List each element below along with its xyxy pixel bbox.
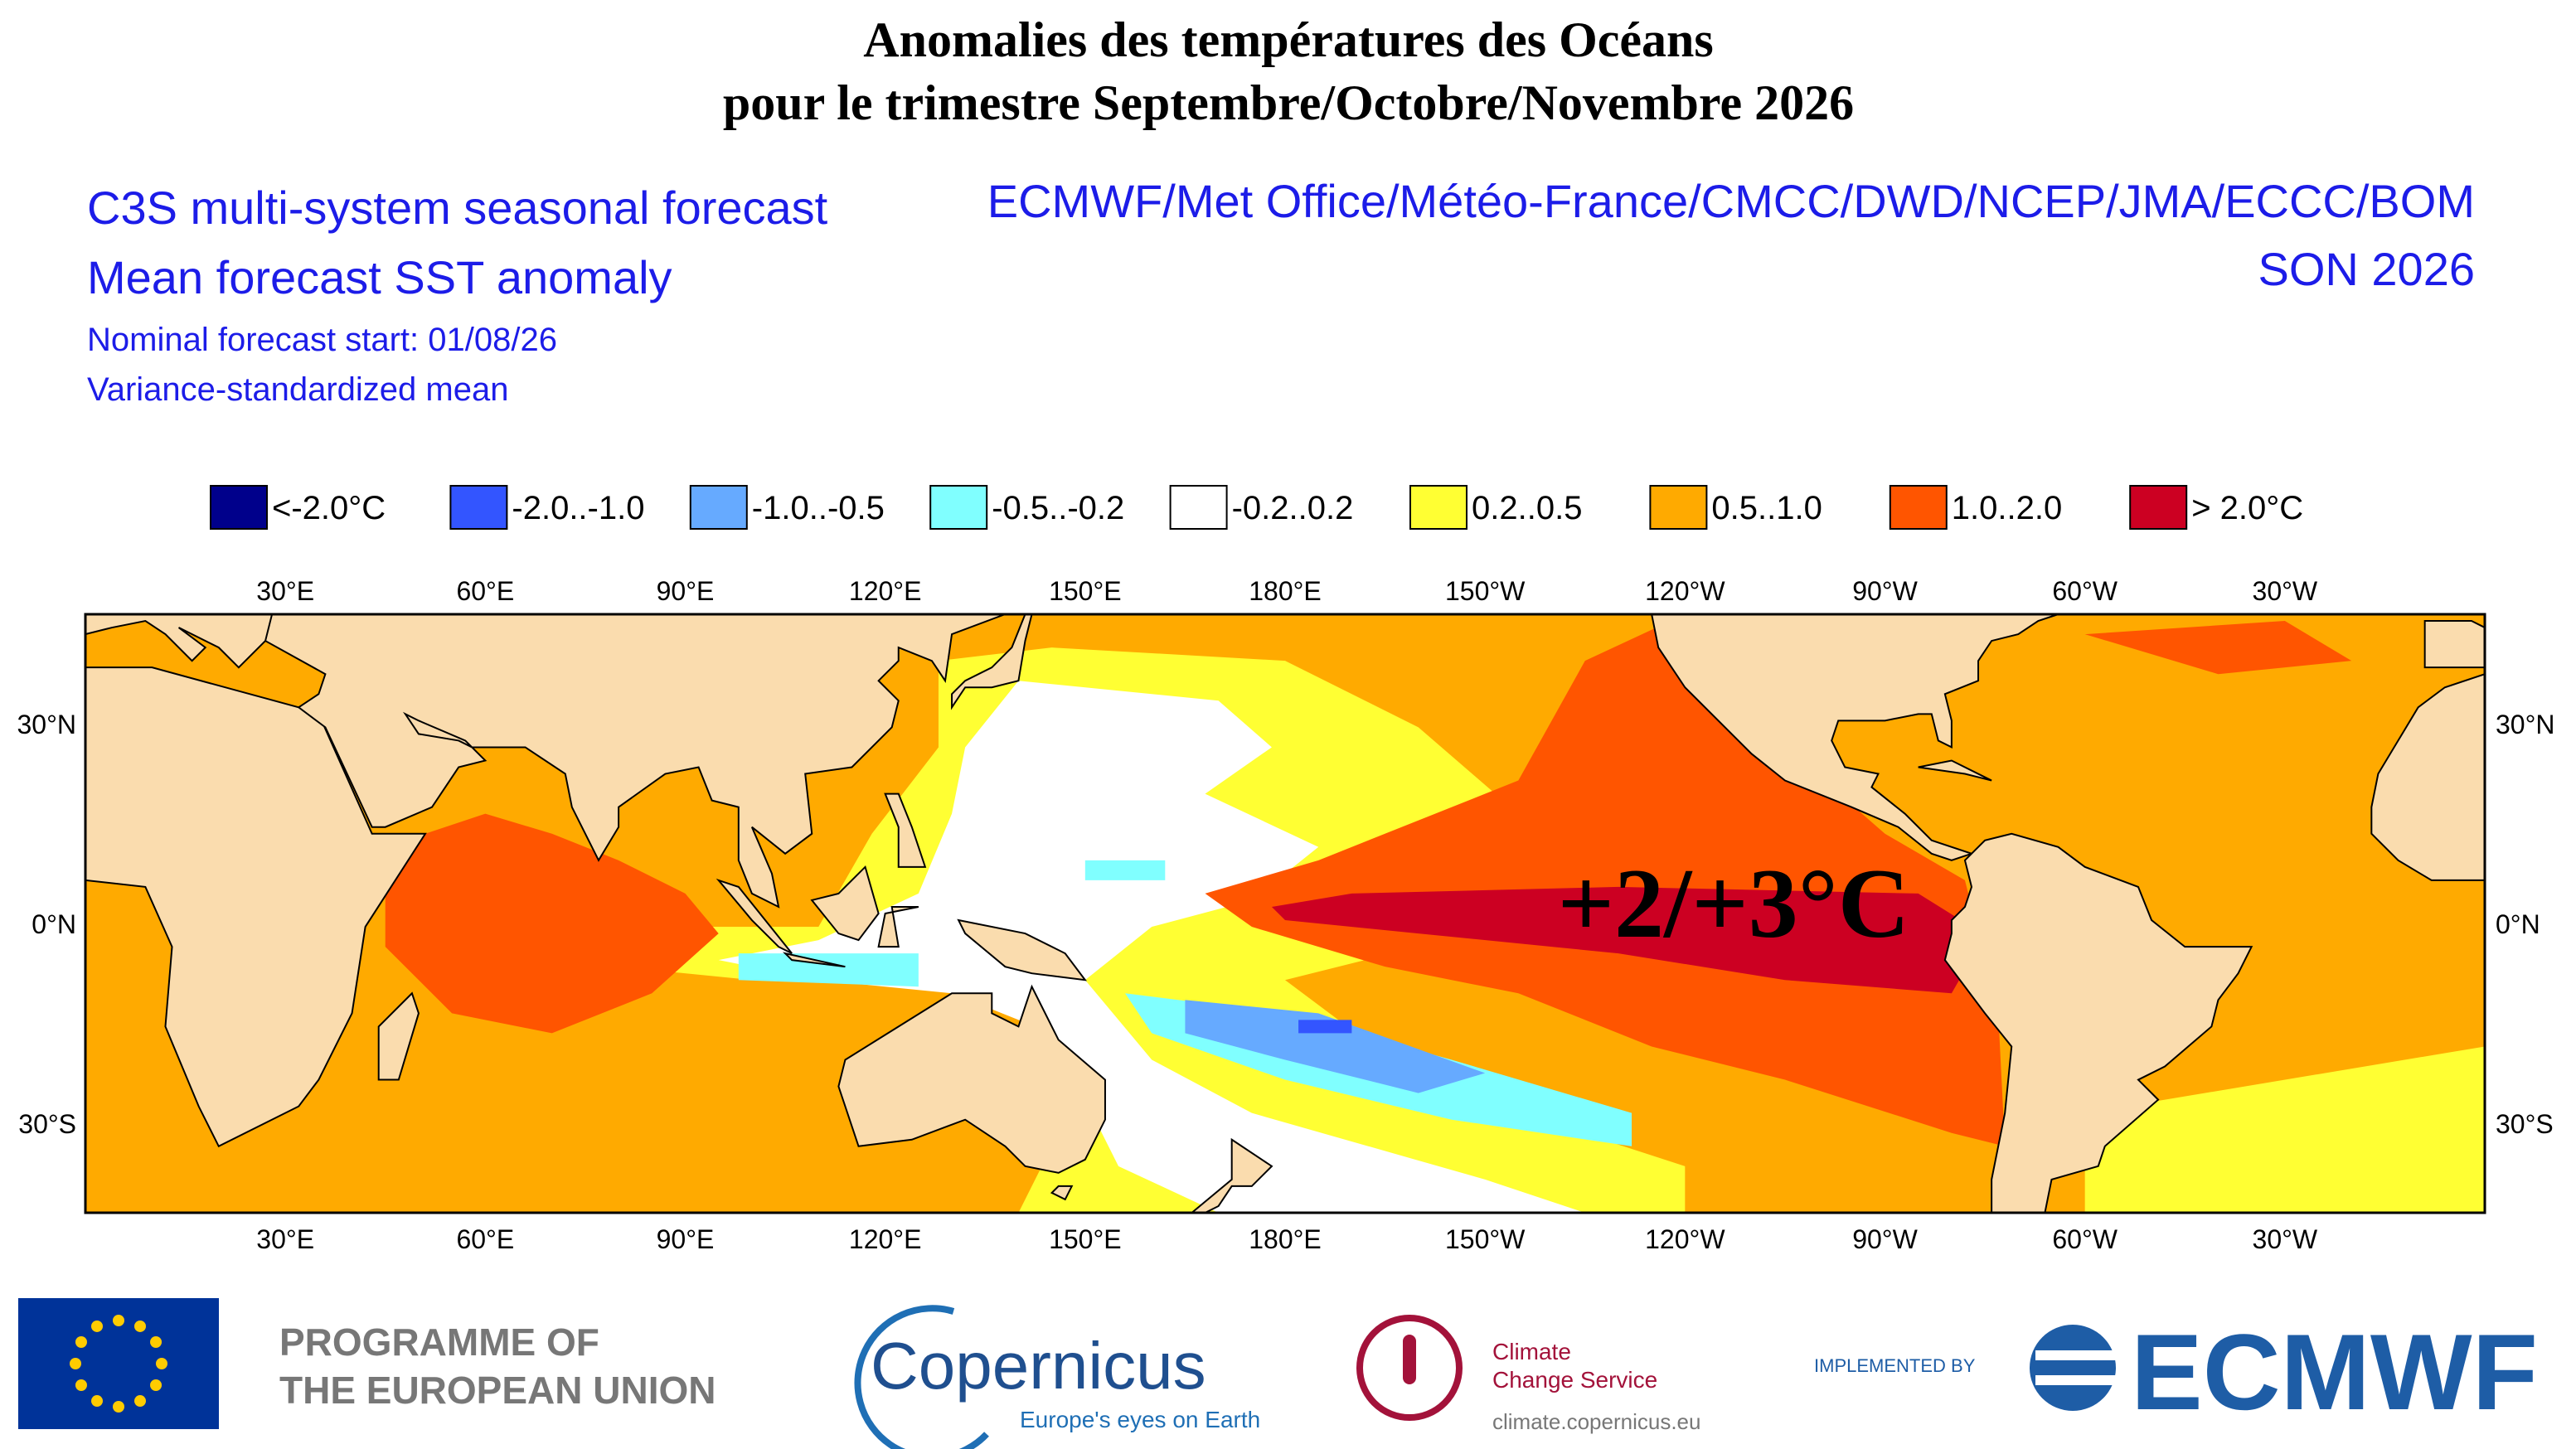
lon-label: 60°W xyxy=(2052,576,2118,606)
eu-star xyxy=(134,1320,146,1332)
lat-label: 30°N xyxy=(2496,710,2555,739)
title: Anomalies des températures des Océans xyxy=(863,12,1713,67)
legend-label: 1.0..2.0 xyxy=(1952,490,2062,526)
title: pour le trimestre Septembre/Octobre/Nove… xyxy=(723,75,1854,130)
legend-swatch xyxy=(1169,485,1228,530)
legend-label: -0.5..-0.2 xyxy=(992,490,1124,526)
c3s-thermo xyxy=(1403,1335,1416,1384)
lon-label: 30°W xyxy=(2253,1224,2318,1254)
eu-star xyxy=(70,1358,81,1369)
lon-label: 30°W xyxy=(2253,576,2318,606)
continents xyxy=(85,614,2485,1213)
lon-label: 150°E xyxy=(1049,576,1122,606)
legend-label: 0.2..0.5 xyxy=(1472,490,1582,526)
eu-star xyxy=(91,1320,103,1332)
lon-label: 90°W xyxy=(1852,1224,1918,1254)
legend-swatch xyxy=(1649,485,1708,530)
info: ECMWF/Met Office/Météo-France/CMCC/DWD/N… xyxy=(987,175,2475,227)
info: Variance-standardized mean xyxy=(87,371,508,408)
eu-star xyxy=(134,1395,146,1408)
lon-label: 90°E xyxy=(657,1224,715,1254)
lon-label: 150°E xyxy=(1049,1224,1122,1254)
copernicus-arc xyxy=(854,1305,989,1449)
eu-star xyxy=(150,1379,163,1391)
tagline: Europe's eyes on Earth xyxy=(1020,1407,1260,1432)
lon-label: 120°E xyxy=(849,576,922,606)
eu-star xyxy=(91,1395,103,1408)
eu-star xyxy=(75,1336,87,1348)
axis-labels: 30°E 30°E 60°E 60°E 90°E 90°E 120°E 120°E 150°E 1… xyxy=(17,576,2555,1254)
annotation: +2/+3°C xyxy=(1558,848,1910,958)
legend-label: <-2.0°C xyxy=(272,490,386,526)
legend-swatch xyxy=(1889,485,1948,530)
ecmwf-logo xyxy=(2030,1325,2116,1411)
copernicus: Copernicus xyxy=(871,1329,1206,1403)
legend: <-2.0°C -2.0..-1.0 -1.0..-0.5 -0.5..-0.2 -0.… xyxy=(210,485,2303,530)
lat-label: 0°N xyxy=(2496,909,2540,939)
lon-label: 60°E xyxy=(456,576,514,606)
lon-label: 120°W xyxy=(1645,1224,1725,1254)
legend-swatch xyxy=(210,485,268,530)
eu-star xyxy=(75,1379,87,1391)
implemented: IMPLEMENTED BY xyxy=(1814,1355,1976,1376)
eu-star xyxy=(150,1336,163,1348)
lon-label: 150°W xyxy=(1445,1224,1526,1254)
eu-text: THE EUROPEAN UNION xyxy=(279,1369,716,1412)
lon-label: 30°E xyxy=(256,1224,314,1254)
legend-swatch xyxy=(689,485,748,530)
lat-label: 30°S xyxy=(18,1109,76,1139)
c3s: Climate xyxy=(1492,1339,1571,1364)
info: C3S multi-system seasonal forecast xyxy=(87,182,828,234)
legend-label: 0.5..1.0 xyxy=(1711,490,1822,526)
lon-label: 60°W xyxy=(2052,1224,2118,1254)
eu-stars xyxy=(70,1315,167,1413)
lon-label: 180°E xyxy=(1249,1224,1322,1254)
legend-swatch xyxy=(449,485,508,530)
c3s: Change Service xyxy=(1492,1367,1657,1393)
lon-label: 60°E xyxy=(456,1224,514,1254)
c3s-logo xyxy=(1356,1315,1463,1421)
lon-label: 120°W xyxy=(1645,576,1725,606)
lon-label: 90°W xyxy=(1852,576,1918,606)
legend-swatch xyxy=(2129,485,2188,530)
legend-label: -0.2..0.2 xyxy=(1232,490,1354,526)
info: SON 2026 xyxy=(2258,243,2476,295)
lat-label: 30°N xyxy=(17,710,77,739)
legend-swatch xyxy=(1409,485,1467,530)
c3s-url: climate.copernicus.eu xyxy=(1492,1409,1700,1434)
eu-star xyxy=(113,1401,124,1413)
legend-label: -1.0..-0.5 xyxy=(752,490,885,526)
ecmwf: ECMWF xyxy=(2131,1311,2538,1432)
info: Nominal forecast start: 01/08/26 xyxy=(87,322,557,358)
lon-label: 30°E xyxy=(256,576,314,606)
eu-star xyxy=(156,1358,167,1369)
lat-label: 0°N xyxy=(32,909,76,939)
map-frame xyxy=(84,613,2486,1214)
eu-star xyxy=(113,1315,124,1326)
lon-label: 180°E xyxy=(1249,576,1322,606)
ecmwf-logo-lines xyxy=(2035,1350,2122,1385)
eu-text: PROGRAMME OF xyxy=(279,1321,599,1364)
legend-label: > 2.0°C xyxy=(2191,490,2303,526)
lon-label: 90°E xyxy=(657,576,715,606)
anomaly-zones xyxy=(385,614,2485,1213)
info: Mean forecast SST anomaly xyxy=(87,251,672,303)
map xyxy=(85,614,2485,1213)
footer: PROGRAMME OF THE EUROPEAN UNION Copernic… xyxy=(18,1298,2538,1449)
lon-label: 150°W xyxy=(1445,576,1526,606)
legend-label: -2.0..-1.0 xyxy=(512,490,644,526)
legend-swatch xyxy=(929,485,988,530)
lat-label: 30°S xyxy=(2496,1109,2554,1139)
lon-label: 120°E xyxy=(849,1224,922,1254)
